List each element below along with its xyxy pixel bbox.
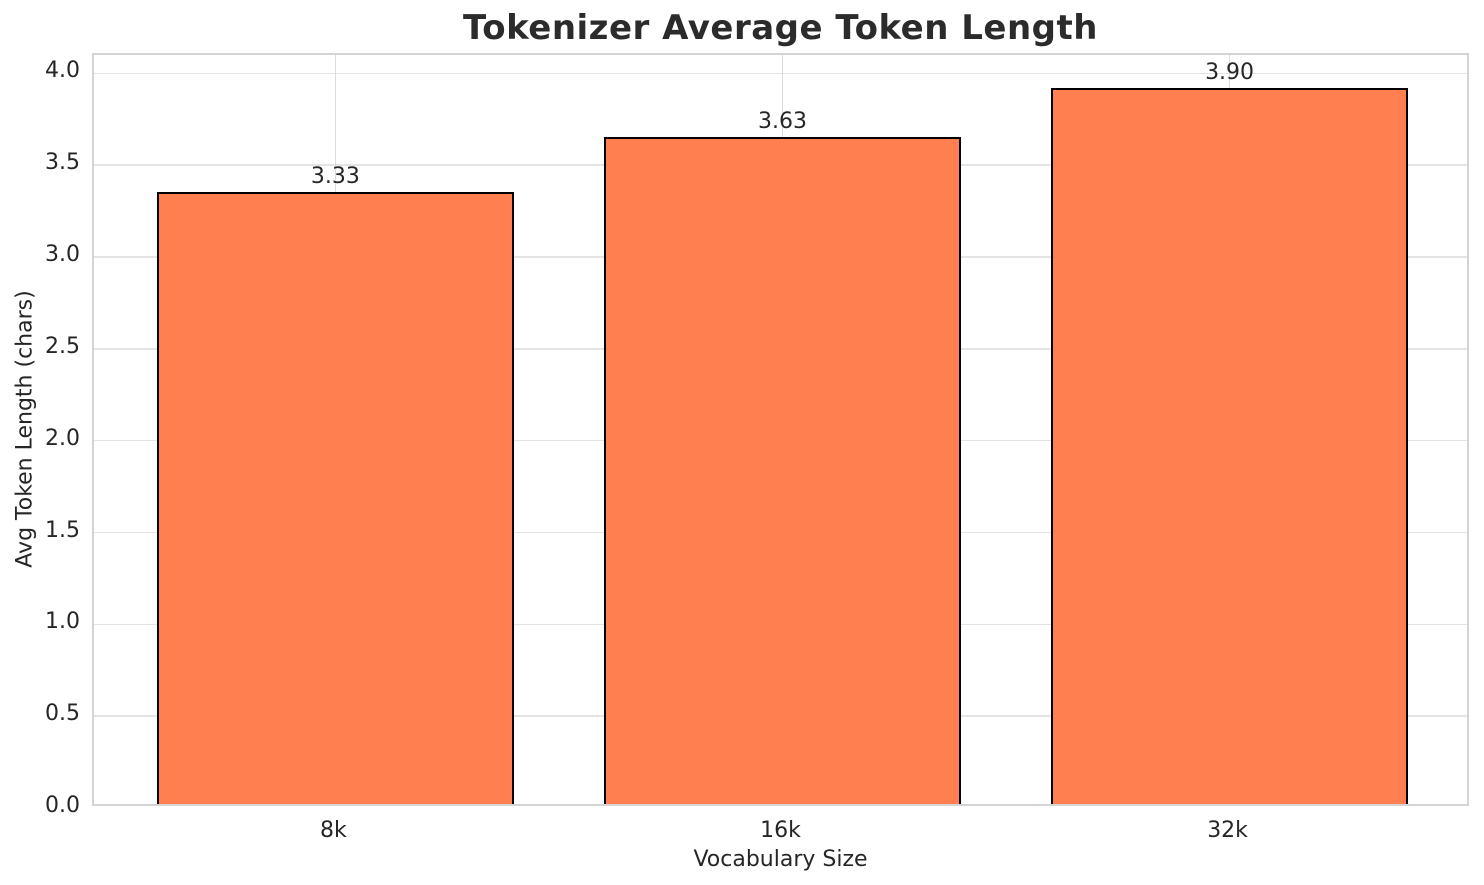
bar-value-label: 3.63 <box>758 109 807 135</box>
y-tick-label: 4.0 <box>45 58 80 84</box>
bar-32k <box>1050 87 1409 804</box>
x-tick-label-32k: 32k <box>1207 818 1248 843</box>
y-tick-label: 2.0 <box>45 425 80 451</box>
bar-8k <box>156 192 515 804</box>
plot-area: 3.33 3.63 3.90 <box>92 53 1469 806</box>
bar-16k <box>603 137 962 804</box>
bar-value-label: 3.33 <box>310 164 360 190</box>
x-tick-label-8k: 8k <box>320 818 347 843</box>
y-tick-label: 1.0 <box>45 609 80 635</box>
y-tick-label: 1.5 <box>45 517 80 543</box>
y-tick-label: 3.5 <box>45 150 80 176</box>
x-axis-label: Vocabulary Size <box>693 847 868 872</box>
y-tick-label: 0.5 <box>45 701 80 727</box>
chart-title: Tokenizer Average Token Length <box>463 8 1098 48</box>
gridline-horizontal <box>94 72 1467 75</box>
x-tick-label-16k: 16k <box>760 818 801 843</box>
y-tick-label: 2.5 <box>45 333 80 359</box>
bar-value-label: 3.90 <box>1205 59 1255 85</box>
y-tick-label: 3.0 <box>45 242 80 268</box>
y-tick-label: 0.0 <box>45 793 80 818</box>
